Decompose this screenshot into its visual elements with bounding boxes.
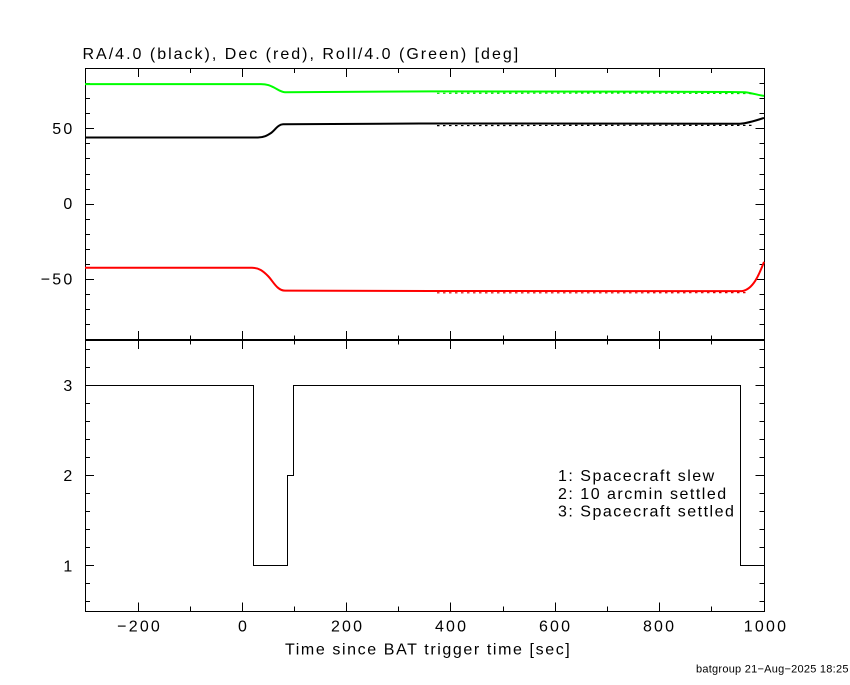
svg-text:1: Spacecraft slew: 1: Spacecraft slew	[558, 468, 716, 485]
svg-text:3: 3	[63, 378, 74, 395]
svg-text:1: 1	[63, 558, 74, 575]
svg-text:0: 0	[63, 196, 74, 213]
svg-text:0: 0	[238, 619, 249, 636]
svg-text:Time since BAT trigger time [s: Time since BAT trigger time [sec]	[285, 642, 571, 659]
svg-text:−50: −50	[41, 272, 75, 289]
svg-text:batgroup 21−Aug−2025 18:25: batgroup 21−Aug−2025 18:25	[696, 664, 849, 676]
svg-text:200: 200	[331, 619, 364, 636]
svg-text:2: 2	[63, 468, 74, 485]
svg-text:400: 400	[435, 619, 468, 636]
svg-text:600: 600	[539, 619, 572, 636]
svg-text:50: 50	[52, 121, 74, 138]
svg-text:RA/4.0 (black), Dec (red), Rol: RA/4.0 (black), Dec (red), Roll/4.0 (Gre…	[83, 46, 521, 63]
svg-text:800: 800	[643, 619, 676, 636]
svg-text:1000: 1000	[744, 619, 788, 636]
svg-text:−200: −200	[117, 619, 162, 636]
svg-text:3: Spacecraft settled: 3: Spacecraft settled	[558, 504, 735, 521]
svg-text:2: 10 arcmin settled: 2: 10 arcmin settled	[558, 486, 728, 503]
